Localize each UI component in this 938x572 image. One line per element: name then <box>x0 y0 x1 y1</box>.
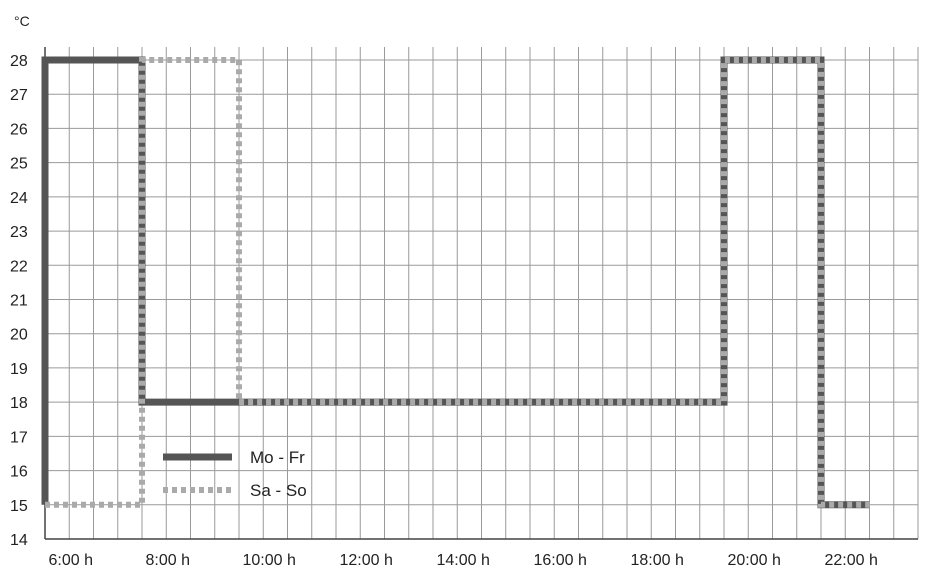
x-tick-label: 6:00 h <box>49 552 93 569</box>
x-tick-label: 16:00 h <box>534 552 587 569</box>
x-tick-label: 12:00 h <box>340 552 393 569</box>
grid <box>45 47 919 540</box>
legend-label: Mo - Fr <box>250 448 305 467</box>
legend: Mo - Fr Sa - So <box>163 448 307 500</box>
y-tick-label: 18 <box>10 395 28 412</box>
y-tick-label: 19 <box>10 361 28 378</box>
y-tick-label: 21 <box>10 293 28 310</box>
x-tick-label: 18:00 h <box>631 552 684 569</box>
y-tick-label: 25 <box>10 156 28 173</box>
series-line-mo-fr <box>41 56 870 509</box>
series-line-sa-so <box>45 57 870 508</box>
x-tick-labels: 6:00 h 8:00 h 10:00 h 12:00 h 14:00 h 16:00 h… <box>49 552 878 569</box>
series-layer <box>41 56 870 509</box>
x-tick-label: 14:00 h <box>437 552 490 569</box>
legend-label: Sa - So <box>250 481 307 500</box>
x-tick-label: 10:00 h <box>243 552 296 569</box>
y-axis-unit: °C <box>14 13 30 29</box>
y-tick-label: 27 <box>10 87 28 104</box>
y-tick-label: 23 <box>10 224 28 241</box>
x-tick-label: 8:00 h <box>146 552 190 569</box>
y-tick-labels: 14 15 16 17 18 19 20 21 22 23 24 25 26 27 28 <box>10 53 28 549</box>
y-tick-label: 20 <box>10 327 28 344</box>
y-tick-label: 22 <box>10 258 28 275</box>
y-tick-label: 14 <box>10 532 28 549</box>
x-tick-label: 20:00 h <box>728 552 781 569</box>
y-tick-label: 26 <box>10 121 28 138</box>
y-tick-label: 28 <box>10 53 28 70</box>
y-tick-label: 17 <box>10 429 28 446</box>
y-tick-label: 16 <box>10 464 28 481</box>
y-tick-label: 15 <box>10 498 28 515</box>
x-tick-label: 22:00 h <box>825 552 878 569</box>
y-tick-label: 24 <box>10 190 28 207</box>
